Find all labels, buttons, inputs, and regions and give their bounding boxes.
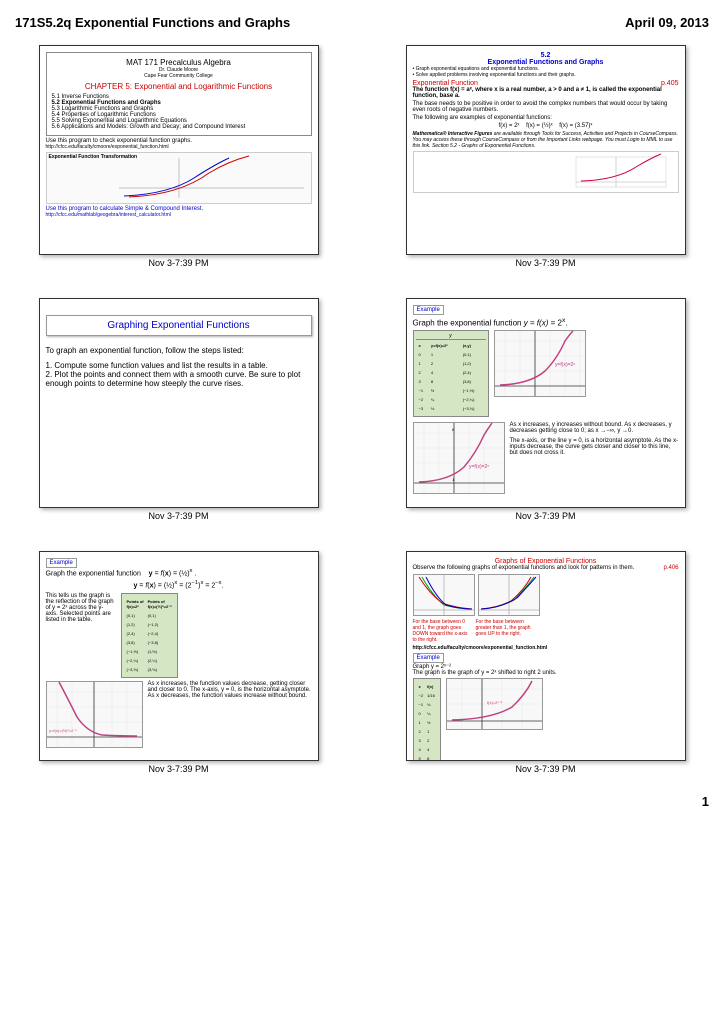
course-name: MAT 171 Precalculus Algebra bbox=[52, 58, 306, 67]
slide6-shift-graph: f(x)=2ˣ⁻² bbox=[446, 678, 543, 730]
slide-2-time: Nov 3-7:39 PM bbox=[515, 258, 575, 268]
slide5-note: As x increases, the function values decr… bbox=[148, 681, 312, 748]
transform-title: Exponential Function Transformation bbox=[49, 154, 138, 160]
example-2: f(x) = (½)ˣ bbox=[526, 123, 552, 129]
slide-4-time: Nov 3-7:39 PM bbox=[515, 511, 575, 521]
slide4-table: y xy=f(x)=2ˣ(x,y) 01(0,1) 12(1,2) 24(2,4… bbox=[413, 330, 489, 417]
slide-1-wrap: MAT 171 Precalculus Algebra Dr. Claude M… bbox=[15, 45, 342, 268]
section-num: 5.2 bbox=[413, 52, 679, 59]
chapter-title: CHAPTER 5: Exponential and Logarithmic F… bbox=[52, 82, 306, 91]
slide4-note2: The x-axis, or the line y = 0, is a hori… bbox=[510, 438, 679, 456]
slide4-title: Graph the exponential function y = f(x) … bbox=[413, 317, 679, 328]
svg-text:y=f(x)=(½)ˣ=2⁻ˣ: y=f(x)=(½)ˣ=2⁻ˣ bbox=[49, 728, 77, 733]
shift-title: Graph y = 2ˣ⁻² bbox=[413, 663, 679, 670]
transform-graph bbox=[47, 153, 311, 203]
slide-4: Example Graph the exponential function y… bbox=[406, 298, 686, 508]
page-number: 1 bbox=[15, 794, 709, 809]
exp-func-title: Exponential Function bbox=[413, 80, 478, 87]
slide4-note1: As x increases, y increases without boun… bbox=[510, 422, 679, 434]
slide6-url: http://cfcc.edu/faculty/cmoore/exponenti… bbox=[413, 645, 679, 651]
slide4-graph1: y=f(x)=2ˣ bbox=[494, 330, 586, 397]
slide3-intro: To graph an exponential function, follow… bbox=[46, 346, 312, 355]
page-ref: p.405 bbox=[661, 80, 679, 87]
slide-2-wrap: 5.2 Exponential Functions and Graphs • G… bbox=[382, 45, 709, 268]
example-3: f(x) = (3.57)ˣ bbox=[559, 123, 592, 129]
college-name: Cape Fear Community College bbox=[52, 73, 306, 79]
example-label: Example bbox=[413, 305, 444, 315]
example-1: f(x) = 2ˣ bbox=[499, 123, 520, 129]
examples-intro: The following are examples of exponentia… bbox=[413, 115, 679, 121]
sec-56: 5.6 Applications and Models: Growth and … bbox=[52, 124, 306, 130]
definition-2: The base needs to be positive in order t… bbox=[413, 101, 679, 113]
program-url: http://cfcc.edu/faculty/cmoore/exponenti… bbox=[46, 144, 312, 150]
slide3-step1: 1. Compute some function values and list… bbox=[46, 361, 312, 370]
slide-4-wrap: Example Graph the exponential function y… bbox=[382, 298, 709, 521]
slide5-graph: y=f(x)=(½)ˣ=2⁻ˣ bbox=[46, 681, 143, 748]
slide6-title: Graphs of Exponential Functions bbox=[413, 558, 679, 565]
slide5-title: Graph the exponential function y = f(x) … bbox=[46, 568, 312, 577]
slide-2: 5.2 Exponential Functions and Graphs • G… bbox=[406, 45, 686, 255]
mathematica-note: Mathematica® Interactive Figures are ava… bbox=[413, 131, 679, 149]
example-label-5: Example bbox=[46, 558, 77, 568]
slide-3-time: Nov 3-7:39 PM bbox=[148, 511, 208, 521]
slide-6-time: Nov 3-7:39 PM bbox=[515, 764, 575, 774]
slide-3-wrap: Graphing Exponential Functions To graph … bbox=[15, 298, 342, 521]
section-title: Exponential Functions and Graphs bbox=[413, 59, 679, 66]
slide-5: Example Graph the exponential function y… bbox=[39, 551, 319, 761]
bullet-2: • Solve applied problems involving expon… bbox=[413, 72, 679, 78]
slide3-step2: 2. Plot the points and connect them with… bbox=[46, 370, 312, 388]
svg-text:y=f(x)=2ˣ: y=f(x)=2ˣ bbox=[469, 464, 489, 470]
slide6-g2 bbox=[478, 574, 540, 616]
slide-6-wrap: Graphs of Exponential Functions Observe … bbox=[382, 551, 709, 774]
caption-right: For the base between greater than 1, the… bbox=[476, 619, 536, 643]
doc-title: 171S5.2q Exponential Functions and Graph… bbox=[15, 15, 290, 30]
svg-text:8: 8 bbox=[452, 427, 455, 432]
slide-3: Graphing Exponential Functions To graph … bbox=[39, 298, 319, 508]
slide-6: Graphs of Exponential Functions Observe … bbox=[406, 551, 686, 761]
svg-text:1: 1 bbox=[452, 477, 455, 482]
slide-1: MAT 171 Precalculus Algebra Dr. Claude M… bbox=[39, 45, 319, 255]
svg-text:y=f(x)=2ˣ: y=f(x)=2ˣ bbox=[555, 362, 575, 368]
example-label-6: Example bbox=[413, 653, 444, 663]
shift-desc: The graph is the graph of y = 2ˣ shifted… bbox=[413, 670, 679, 676]
slide-5-time: Nov 3-7:39 PM bbox=[148, 764, 208, 774]
slide4-graph2: y=f(x)=2ˣ 8 1 bbox=[413, 422, 505, 494]
slide5-eq2: y = f(x) = (½)x = (2−1)x = 2−x. bbox=[46, 580, 312, 589]
slide6-g1 bbox=[413, 574, 475, 616]
interest-url: http://cfcc.edu/mathlab/geogebra/interes… bbox=[46, 212, 312, 218]
reflection-note: This tells us the graph is the reflectio… bbox=[46, 593, 116, 678]
slide-1-time: Nov 3-7:39 PM bbox=[148, 258, 208, 268]
doc-date: April 09, 2013 bbox=[625, 15, 709, 30]
definition-1: The function f(x) = aˣ, where x is a rea… bbox=[413, 87, 679, 99]
slide6-pageref: p.406 bbox=[663, 565, 678, 571]
slides-container: MAT 171 Precalculus Algebra Dr. Claude M… bbox=[15, 45, 709, 774]
slide3-title: Graphing Exponential Functions bbox=[46, 315, 312, 336]
page-header: 171S5.2q Exponential Functions and Graph… bbox=[15, 15, 709, 30]
slide6-intro: Observe the following graphs of exponent… bbox=[413, 565, 635, 571]
slide-5-wrap: Example Graph the exponential function y… bbox=[15, 551, 342, 774]
slide2-graph bbox=[414, 152, 678, 192]
svg-text:f(x)=2ˣ⁻²: f(x)=2ˣ⁻² bbox=[487, 700, 503, 705]
slide5-table: Points off(x)=2ˣPoints off(x)=(½)ˣ=2⁻ˣ (… bbox=[121, 593, 178, 678]
slide6-table: xf(x) −21/16 −1⅛ 0¼ 1½ 21 32 44 58 bbox=[413, 678, 441, 761]
caption-left: For the base between 0 and 1, the graph … bbox=[413, 619, 473, 643]
